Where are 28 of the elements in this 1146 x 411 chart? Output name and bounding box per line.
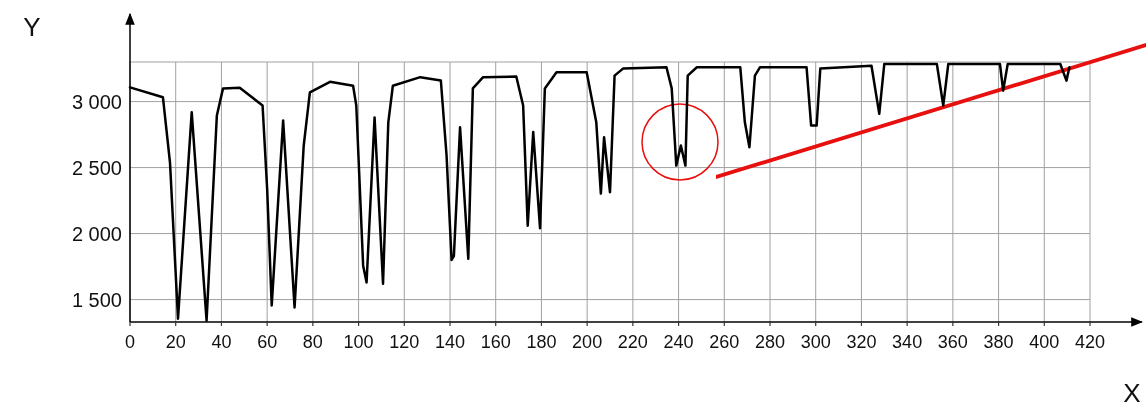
x-tick-label: 400 <box>1029 332 1060 352</box>
x-tick-label: 140 <box>434 332 466 352</box>
x-tick-label: 420 <box>1074 332 1106 352</box>
x-tick-label: 200 <box>572 332 603 352</box>
y-tick-label: 2 000 <box>71 222 122 245</box>
x-tick-label: 60 <box>257 332 278 352</box>
y-axis-title: Y <box>23 12 41 42</box>
x-tick-label: 120 <box>389 332 420 352</box>
x-tick-label: 40 <box>211 332 232 352</box>
x-tick-label: 160 <box>480 332 511 352</box>
x-tick-label: 240 <box>663 332 694 352</box>
x-tick-label: 320 <box>846 332 877 352</box>
x-tick-label: 340 <box>892 332 923 352</box>
x-tick-label: 300 <box>800 332 831 352</box>
y-tick-label: 2 500 <box>71 156 122 179</box>
x-tick-label: 180 <box>526 332 557 352</box>
x-tick-label: 380 <box>983 332 1014 352</box>
y-tick-label: 3 000 <box>71 90 122 113</box>
x-tick-label: 20 <box>165 332 186 352</box>
y-tick-label: 1 500 <box>71 288 122 311</box>
x-tick-label: 80 <box>302 332 323 352</box>
x-axis-title: X <box>1123 378 1141 408</box>
x-tick-label: 260 <box>709 332 740 352</box>
x-tick-label: 280 <box>754 332 786 352</box>
x-tick-label: 220 <box>617 332 648 352</box>
x-tick-label: 0 <box>124 332 136 352</box>
x-tick-label: 360 <box>937 332 968 352</box>
x-tick-label: 100 <box>343 332 374 352</box>
